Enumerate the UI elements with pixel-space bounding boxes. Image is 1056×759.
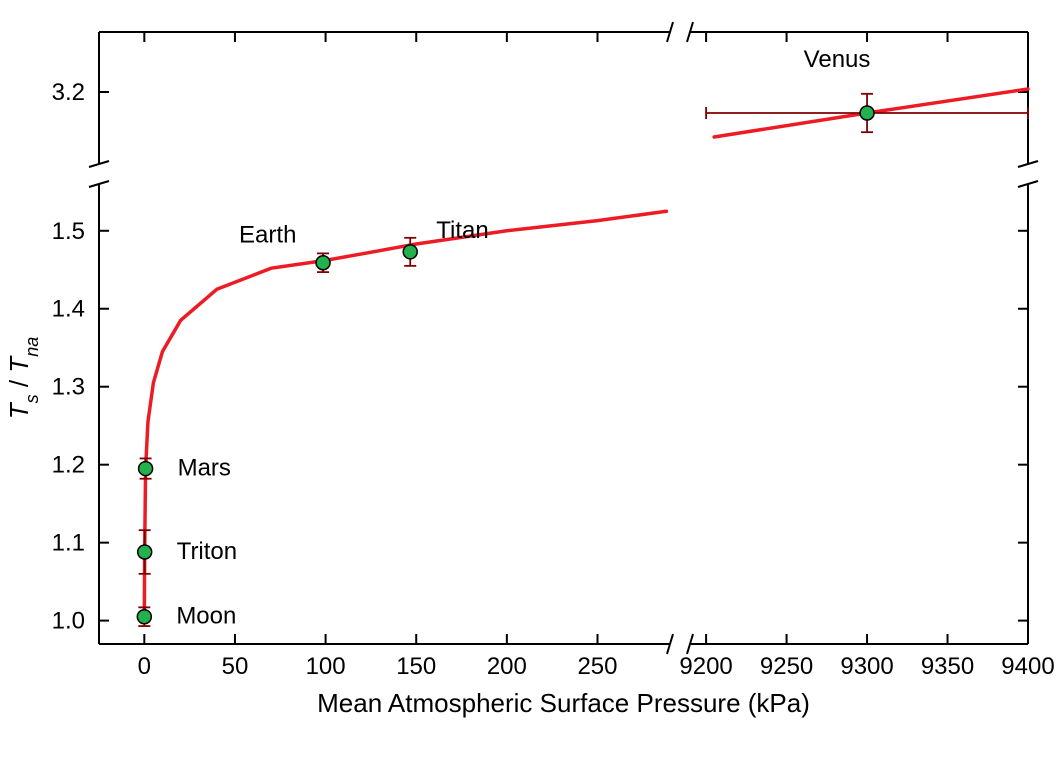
y-tick-label: 3.2 <box>52 79 85 106</box>
data-point-triton <box>138 545 152 559</box>
data-point-label: Mars <box>178 455 231 482</box>
x-tick-label: 150 <box>396 653 436 680</box>
data-point-label: Venus <box>804 46 871 73</box>
x-tick-label: 9200 <box>679 653 732 680</box>
x-tick-label: 9250 <box>760 653 813 680</box>
data-point-venus <box>860 106 874 120</box>
x-axis-label: Mean Atmospheric Surface Pressure (kPa) <box>317 688 810 718</box>
data-point-label: Earth <box>239 222 296 249</box>
x-tick-label: 100 <box>306 653 346 680</box>
data-point-label: Triton <box>177 538 237 565</box>
chart-container: 0 50 100 150 200 250 9200 9250 9300 9350 9400 1.0 1.… <box>0 0 1056 759</box>
data-point-label: Moon <box>176 603 236 630</box>
y-axis-label: Ts / Tna <box>4 337 42 419</box>
x-tick-label: 9300 <box>840 653 893 680</box>
y-tick-label: 1.3 <box>52 374 85 401</box>
data-point-titan <box>403 245 417 259</box>
y-tick-label: 1.1 <box>52 530 85 557</box>
x-tick-label: 250 <box>577 653 617 680</box>
x-tick-label: 50 <box>222 653 249 680</box>
y-tick-label: 1.2 <box>52 452 85 479</box>
x-tick-label: 200 <box>487 653 527 680</box>
pressure-temperature-chart: 0 50 100 150 200 250 9200 9250 9300 9350 9400 1.0 1.… <box>0 0 1056 759</box>
x-tick-label: 9400 <box>1001 653 1054 680</box>
x-tick-label: 9350 <box>921 653 974 680</box>
y-tick-label: 1.0 <box>52 608 85 635</box>
data-point-mars <box>139 462 153 476</box>
data-point-label: Titan <box>436 217 488 244</box>
x-tick-label: 0 <box>138 653 151 680</box>
data-point-moon <box>137 610 151 624</box>
y-tick-label: 1.5 <box>52 218 85 245</box>
y-tick-label: 1.4 <box>52 296 85 323</box>
data-point-earth <box>316 256 330 270</box>
